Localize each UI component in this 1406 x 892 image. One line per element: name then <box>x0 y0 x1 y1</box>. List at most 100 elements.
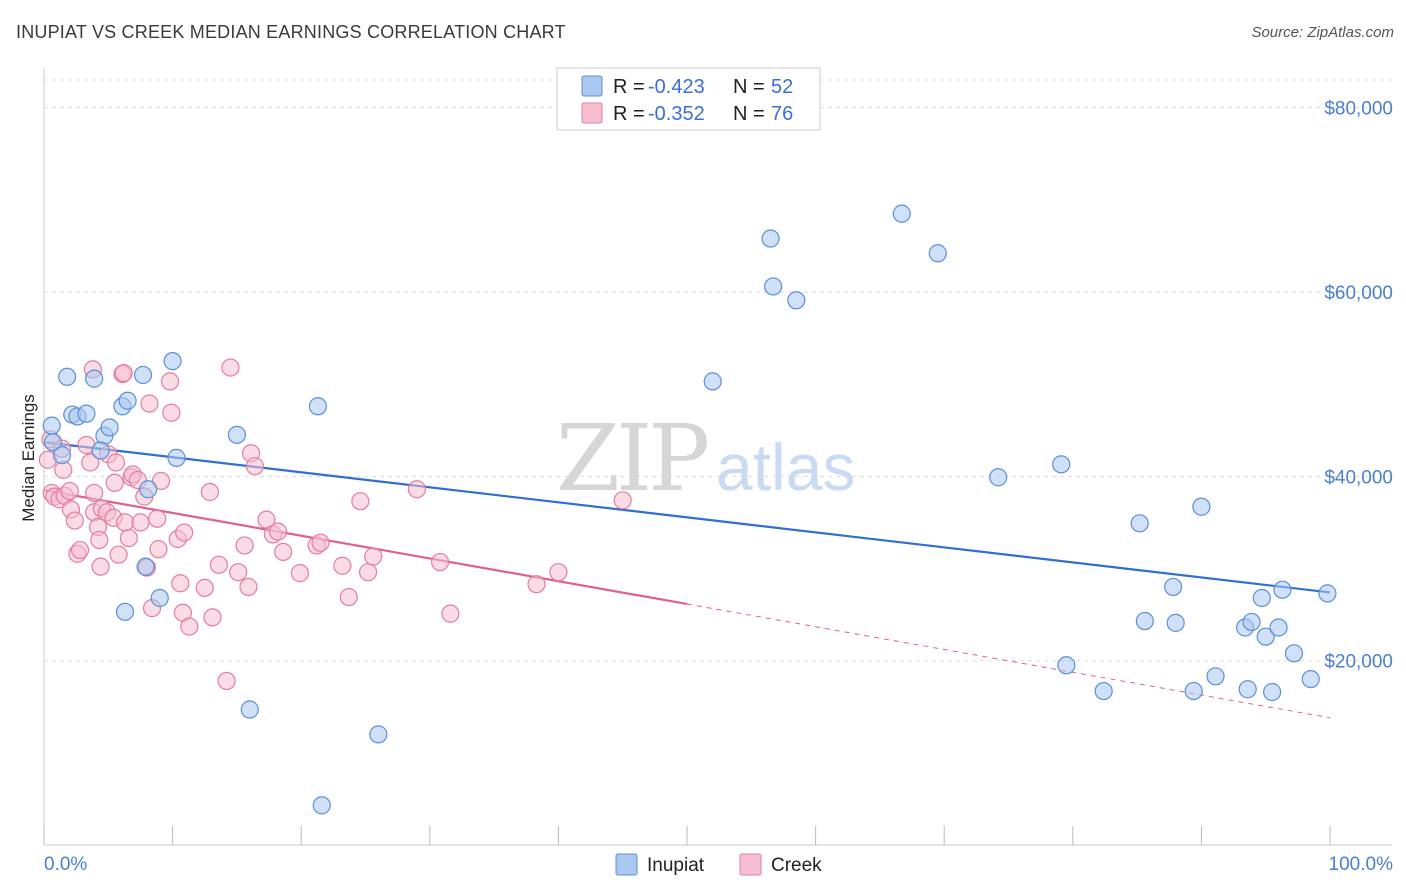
inupiat-point <box>1301 669 1320 689</box>
inupiat-point <box>133 365 153 385</box>
creek-point <box>149 540 168 559</box>
y-tick-label: $80,000 <box>1324 99 1393 120</box>
creek-point <box>351 492 370 511</box>
inupiat-point <box>1057 656 1076 675</box>
inupiat-point <box>989 468 1008 487</box>
inupiat-point <box>369 725 388 744</box>
creek-point <box>119 528 138 548</box>
creek-point <box>109 545 128 564</box>
inupiat-point <box>240 700 259 719</box>
inupiat-point <box>163 352 182 371</box>
creek-point <box>160 372 180 391</box>
creek-point <box>339 587 358 607</box>
legend-n-label-2: N = <box>733 103 765 125</box>
inupiat-point <box>42 416 61 435</box>
creek-point <box>364 547 383 566</box>
inupiat-point <box>1164 577 1183 597</box>
creek-point <box>290 564 310 583</box>
inupiat-point <box>1166 613 1185 632</box>
creek-point <box>131 513 150 532</box>
inupiat-point <box>1094 681 1113 701</box>
inupiat-point <box>1318 584 1337 603</box>
creek-point <box>311 533 330 552</box>
creek-point <box>358 563 378 582</box>
inupiat-point <box>77 404 96 423</box>
inupiat-point <box>139 480 158 499</box>
legend-r-label-2: R = <box>613 103 645 125</box>
inupiat-point <box>58 367 77 386</box>
x-tick-label-max: 100.0% <box>1329 854 1394 875</box>
chart-title: INUPIAT VS CREEK MEDIAN EARNINGS CORRELA… <box>16 22 566 42</box>
inupiat-point <box>928 244 947 263</box>
inupiat-point <box>1263 682 1282 702</box>
creek-point <box>114 363 133 383</box>
creek-point <box>70 540 90 560</box>
creek-point <box>162 403 181 422</box>
y-tick-label: $20,000 <box>1324 652 1393 673</box>
watermark-zip: ZIP <box>556 405 707 512</box>
source-label: Source: ZipAtlas.com <box>1251 24 1394 41</box>
inupiat-point <box>761 229 780 248</box>
legend-box: R = -0.423 N = 52 R = -0.352 N = 76 <box>556 67 821 131</box>
creek-point <box>91 557 110 576</box>
inupiat-point <box>43 433 63 452</box>
creek-trend-extension <box>686 603 1331 719</box>
creek-point <box>105 473 124 492</box>
creek-point <box>274 542 293 562</box>
bottom-legend-swatch-inupiat <box>615 853 638 876</box>
creek-point <box>203 608 222 627</box>
creek-point <box>151 471 171 491</box>
watermark-atlas: atlas <box>716 430 855 504</box>
creek-point <box>180 617 199 636</box>
legend-r-value-1: -0.423 <box>648 76 705 98</box>
creek-point <box>65 511 84 530</box>
inupiat-point <box>52 446 72 465</box>
inupiat-point <box>1184 681 1203 701</box>
creek-point <box>148 509 167 528</box>
creek-point <box>140 394 159 413</box>
inupiat-point <box>115 602 135 621</box>
inupiat-point <box>1130 514 1149 533</box>
creek-point <box>239 577 258 597</box>
legend-r-value-2: -0.352 <box>648 103 705 125</box>
inupiat-point <box>312 796 331 815</box>
inupiat-point <box>1256 627 1275 646</box>
inupiat-point <box>892 204 911 223</box>
x-tick-label-min: 0.0% <box>44 854 87 875</box>
y-tick-label: $60,000 <box>1324 283 1393 304</box>
creek-point <box>85 483 104 503</box>
inupiat-point <box>118 391 137 410</box>
y-axis-title: Median Earnings <box>19 394 38 522</box>
creek-point <box>195 578 214 597</box>
inupiat-point <box>1242 612 1261 632</box>
inupiat-point <box>136 557 155 576</box>
creek-point <box>90 530 109 550</box>
bottom-legend-swatch-creek <box>739 853 762 876</box>
creek-point <box>209 555 228 574</box>
inupiat-point <box>703 372 722 391</box>
creek-point <box>106 453 126 472</box>
creek-trend-line <box>43 489 688 606</box>
bottom-legend-inupiat: Inupiat <box>647 855 705 876</box>
legend-n-value-1: 52 <box>771 76 793 98</box>
creek-point <box>171 574 190 593</box>
inupiat-point <box>100 418 119 437</box>
inupiat-point <box>91 441 110 460</box>
creek-point <box>115 513 135 532</box>
creek-point <box>245 457 265 476</box>
inupiat-point <box>1273 580 1292 599</box>
inupiat-point <box>227 425 246 444</box>
inupiat-point <box>1192 497 1211 516</box>
creek-point <box>527 575 546 594</box>
legend-r-label-1: R = <box>613 76 645 98</box>
inupiat-point <box>764 277 783 296</box>
inupiat-point <box>1284 644 1304 663</box>
creek-point <box>441 604 460 623</box>
y-tick-label: $40,000 <box>1324 467 1393 488</box>
tick-labels: $20,000 $40,000 $60,000 $80,000 0.0% 100.0% <box>44 99 1393 875</box>
inupiat-point <box>1052 455 1071 474</box>
inupiat-point <box>150 588 169 608</box>
inupiat-point <box>308 397 328 416</box>
data-points <box>38 204 1337 815</box>
